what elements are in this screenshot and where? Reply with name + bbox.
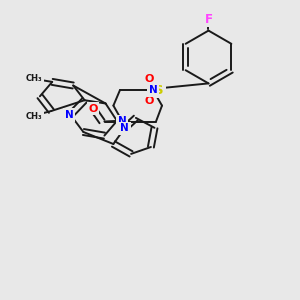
Text: N: N <box>118 116 127 127</box>
Text: O: O <box>145 96 154 106</box>
Text: CH₃: CH₃ <box>26 112 42 121</box>
Text: S: S <box>154 83 164 97</box>
Text: N: N <box>64 110 74 120</box>
Text: N: N <box>120 123 129 134</box>
Text: O: O <box>145 74 154 84</box>
Text: O: O <box>88 103 98 114</box>
Text: CH₃: CH₃ <box>25 74 42 83</box>
Text: F: F <box>205 13 212 26</box>
Text: N: N <box>148 85 158 95</box>
